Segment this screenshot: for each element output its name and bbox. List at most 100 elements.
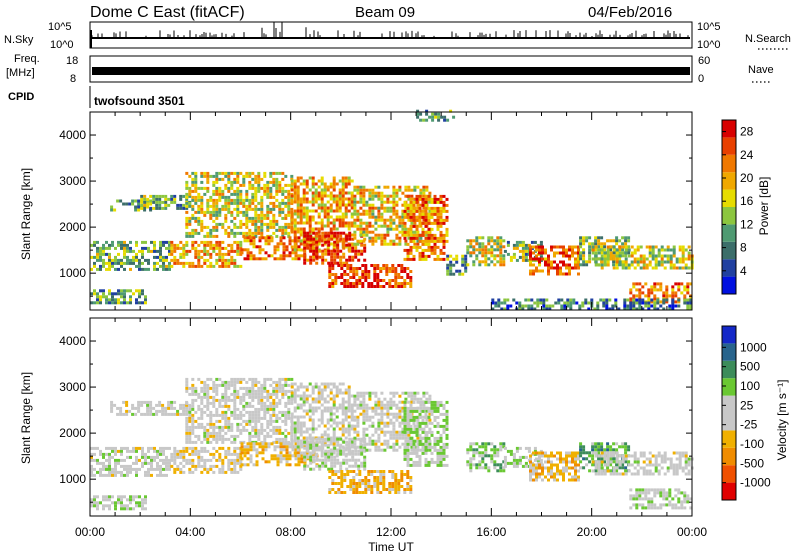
heatmap-cell: [281, 216, 285, 220]
heatmap-cell: [370, 485, 374, 488]
heatmap-cell: [317, 227, 321, 231]
heatmap-cell: [481, 236, 485, 240]
heatmap-cell: [284, 392, 288, 396]
heatmap-cell: [266, 210, 270, 214]
heatmap-cell: [502, 263, 506, 267]
heatmap-cell: [638, 294, 642, 298]
heatmap-cell: [242, 210, 246, 214]
heatmap-cell: [332, 397, 336, 401]
heatmap-cell: [224, 419, 228, 423]
heatmap-cell: [335, 391, 339, 395]
heatmap-cell: [329, 197, 333, 201]
heatmap-cell: [332, 427, 336, 431]
heatmap-cell: [168, 240, 171, 244]
heatmap-cell: [364, 482, 368, 485]
heatmap-cell: [382, 488, 386, 491]
heatmap-cell: [412, 212, 416, 216]
heatmap-cell: [400, 476, 404, 479]
heatmap-cell: [452, 263, 456, 267]
heatmap-cell: [529, 260, 532, 264]
heatmap-cell: [506, 307, 510, 311]
heatmap-cell: [397, 485, 401, 488]
heatmap-cell: [176, 261, 180, 265]
heatmap-cell: [114, 464, 117, 468]
heatmap-cell: [212, 174, 216, 178]
heatmap-cell: [105, 452, 108, 456]
heatmap-cell: [311, 218, 315, 222]
heatmap-cell: [351, 455, 355, 459]
heatmap-cell: [397, 491, 401, 494]
heatmap-cell: [400, 270, 404, 273]
heatmap-cell: [266, 407, 270, 411]
heatmap-cell: [266, 228, 270, 232]
heatmap-cell: [140, 197, 144, 201]
heatmap-cell: [340, 491, 344, 494]
heatmap-cell: [409, 282, 413, 285]
heatmap-cell: [215, 449, 219, 453]
heatmap-cell: [320, 218, 324, 222]
heatmap-cell: [363, 249, 367, 253]
heatmap-cell: [290, 186, 294, 190]
heatmap-cell: [299, 209, 303, 213]
heatmap-cell: [269, 171, 273, 175]
heatmap-cell: [243, 448, 247, 452]
heatmap-cell: [400, 473, 404, 476]
heatmap-cell: [591, 248, 595, 252]
heatmap-cell: [635, 288, 639, 292]
heatmap-cell: [430, 212, 434, 216]
heatmap-cell: [270, 454, 274, 458]
heatmap-cell: [644, 294, 648, 298]
heatmap-cell: [302, 409, 306, 413]
heatmap-cell: [391, 470, 395, 473]
heatmap-cell: [443, 118, 447, 122]
heatmap-cell: [215, 386, 219, 390]
heatmap-cell: [373, 470, 377, 473]
heatmap-cell: [379, 491, 383, 494]
heatmap-cell: [200, 180, 204, 184]
heatmap-cell: [155, 409, 159, 413]
heatmap-cell: [111, 470, 114, 474]
heatmap-cell: [410, 233, 414, 237]
heatmap-cell: [120, 464, 123, 468]
heatmap-cell: [339, 449, 343, 453]
heatmap-cell: [111, 261, 114, 265]
heatmap-cell: [419, 191, 423, 195]
heatmap-cell: [318, 237, 322, 241]
heatmap-cell: [245, 428, 249, 432]
heatmap-cell: [248, 386, 252, 390]
heatmap-cell: [363, 467, 367, 471]
heatmap-cell: [648, 254, 652, 258]
heatmap-cell: [212, 192, 216, 196]
heatmap-cell: [364, 276, 368, 279]
heatmap-cell: [377, 218, 381, 222]
heatmap-cell: [288, 442, 292, 446]
heatmap-cell: [314, 382, 318, 386]
heatmap-cell: [314, 194, 318, 198]
heatmap-cell: [617, 307, 621, 311]
heatmap-cell: [339, 452, 343, 456]
heatmap-cell: [173, 197, 177, 201]
heatmap-cell: [188, 264, 192, 268]
heatmap-cell: [677, 288, 681, 292]
heatmap-cell: [251, 416, 255, 420]
heatmap-cell: [114, 449, 117, 453]
heatmap-cell: [299, 439, 303, 443]
heatmap-cell: [671, 285, 675, 289]
heatmap-cell: [182, 464, 186, 468]
heatmap-cell: [362, 227, 366, 231]
heatmap-cell: [524, 304, 528, 308]
heatmap-cell: [249, 460, 253, 464]
heatmap-cell: [440, 115, 444, 119]
heatmap-cell: [320, 239, 324, 243]
heatmap-cell: [185, 383, 189, 387]
heatmap-cell: [159, 467, 162, 471]
heatmap-cell: [281, 410, 285, 414]
heatmap-cell: [159, 264, 162, 268]
heatmap-cell: [248, 401, 252, 405]
heatmap-cell: [347, 176, 351, 180]
heatmap-cell: [129, 498, 132, 502]
heatmap-cell: [317, 221, 321, 225]
heatmap-cell: [293, 248, 297, 252]
heatmap-cell: [299, 176, 303, 180]
heatmap-cell: [123, 267, 126, 271]
